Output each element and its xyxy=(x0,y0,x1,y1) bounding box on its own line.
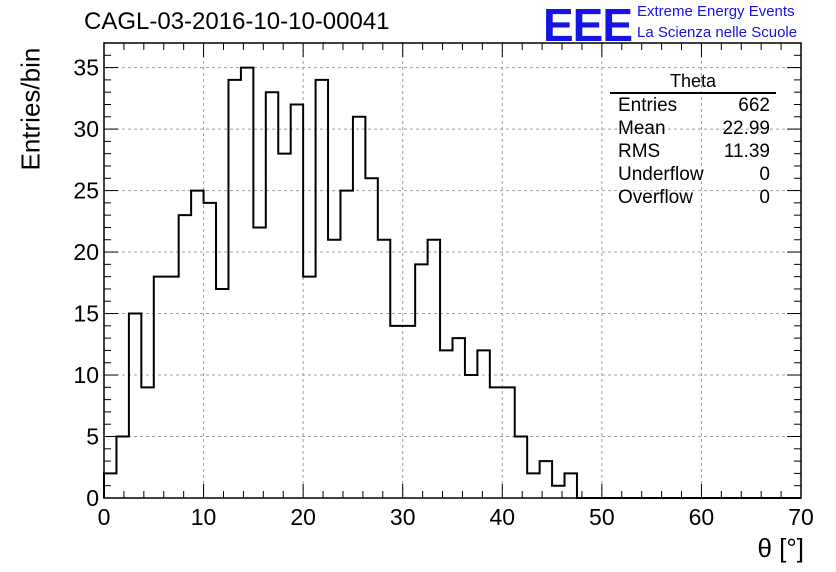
grid-lines xyxy=(104,43,801,498)
stats-label: Mean xyxy=(618,118,666,139)
stats-value: 11.39 xyxy=(723,141,770,162)
y-tick-label: 15 xyxy=(73,301,99,327)
stats-label: Overflow xyxy=(618,187,693,208)
logo-text-line2: La Scienza nelle Scuole xyxy=(637,24,798,41)
stats-box: Theta Entries 662 Mean 22.99 RMS 11.39 U… xyxy=(610,70,776,209)
stats-value: 0 xyxy=(759,187,770,208)
stats-row: Entries 662 xyxy=(610,94,776,117)
y-tick-label: 10 xyxy=(73,362,99,388)
stats-row: RMS 11.39 xyxy=(610,140,776,163)
y-tick-label: 20 xyxy=(73,239,99,265)
stats-row: Overflow 0 xyxy=(610,186,776,209)
logo-text-line1: Extreme Energy Events xyxy=(637,3,795,20)
x-tick-label: 40 xyxy=(489,504,515,530)
y-tick-label: 30 xyxy=(73,116,99,142)
chart-title: CAGL-03-2016-10-10-00041 xyxy=(84,8,390,35)
stats-label: RMS xyxy=(618,141,661,162)
x-tick-label: 30 xyxy=(390,504,416,530)
x-tick-label: 50 xyxy=(589,504,615,530)
x-tick-label: 0 xyxy=(98,504,111,530)
y-tick-label: 5 xyxy=(86,424,99,450)
x-tick-label: 10 xyxy=(191,504,217,530)
y-tick-label: 0 xyxy=(86,485,99,511)
stats-row: Mean 22.99 xyxy=(610,117,776,140)
y-tick-label: 35 xyxy=(73,55,99,81)
x-axis-label: θ [°] xyxy=(757,533,804,563)
stats-value: 22.99 xyxy=(722,118,770,139)
eee-logo: EEE xyxy=(543,0,633,51)
x-tick-label: 70 xyxy=(788,504,814,530)
y-tick-label: 25 xyxy=(73,178,99,204)
stats-row: Underflow 0 xyxy=(610,163,776,186)
stats-label: Underflow xyxy=(618,164,704,185)
plot-frame xyxy=(103,42,802,499)
x-tick-label: 20 xyxy=(290,504,316,530)
x-axis: 0 10 20 30 40 50 60 70 xyxy=(98,43,814,530)
stats-title: Theta xyxy=(610,70,776,94)
stats-value: 0 xyxy=(759,164,770,185)
stats-value: 662 xyxy=(738,95,770,116)
stats-label: Entries xyxy=(618,95,678,116)
y-axis-label: Entries/bin xyxy=(15,47,46,171)
y-axis: 0 5 10 15 20 25 30 35 xyxy=(73,42,801,511)
x-tick-label: 60 xyxy=(689,504,715,530)
